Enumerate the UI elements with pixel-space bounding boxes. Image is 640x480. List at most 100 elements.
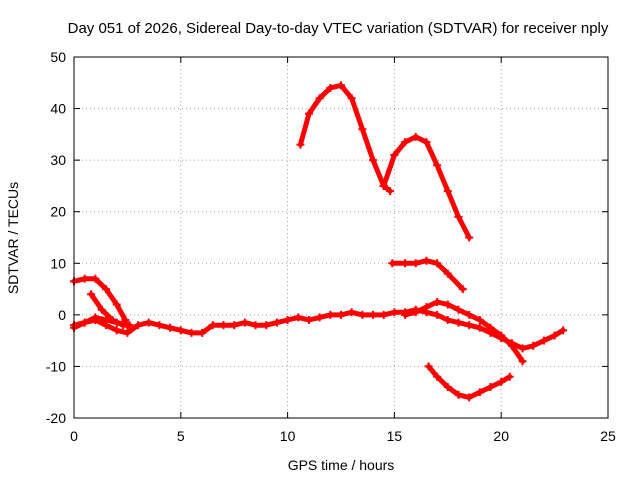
data-point [91,313,100,322]
data-point [497,331,506,340]
data-point [102,285,111,294]
data-point [304,316,313,325]
x-tick-label: 15 [387,428,403,444]
data-point [422,256,431,265]
data-point [230,321,239,330]
data-point [454,390,463,399]
data-point [433,372,442,381]
data-point [112,326,121,335]
data-point [465,321,474,330]
y-tick-label: -10 [46,358,66,374]
data-point [166,323,175,332]
data-point [262,321,271,330]
series-arc-afternoon-peak [379,132,474,242]
y-axis-label: SDTVAR / TECUs [5,182,21,294]
series-arc-baseline-main [70,305,568,353]
data-point [358,125,367,134]
data-point [454,212,463,221]
data-point [559,326,568,335]
data-point [550,331,559,340]
data-point [443,300,452,309]
data-point [507,341,516,350]
data-point [208,321,217,330]
data-point [97,305,106,314]
data-point [443,269,452,278]
data-point [294,313,303,322]
y-tick-label: 0 [58,307,66,323]
data-point [134,321,143,330]
data-point [529,341,538,350]
data-point [454,318,463,327]
data-point [123,328,132,337]
data-point [411,259,420,268]
data-point [433,297,442,306]
data-point [347,308,356,317]
data-point [518,357,527,366]
data-point [475,316,484,325]
series-arc-evening-negative [424,362,514,402]
series-arc-evening-baseline [401,297,527,366]
data-point [326,83,335,92]
data-point [80,274,89,283]
data-point [411,132,420,141]
data-point [388,259,397,268]
data-point [539,336,548,345]
data-point [315,94,324,103]
data-point [433,310,442,319]
data-point [315,313,324,322]
data-point [386,187,395,196]
data-point [390,308,399,317]
data-point [401,138,410,147]
data-point [369,310,378,319]
data-point [337,81,345,90]
grid-layer [74,57,608,418]
data-point [91,274,100,283]
series-layer [70,81,568,402]
y-tick-label: 30 [50,152,66,168]
data-point [358,310,367,319]
data-point [176,326,185,335]
y-tick-label: 50 [50,49,66,65]
data-point [155,321,164,330]
data-point [465,233,474,242]
y-tick-label: 10 [50,255,66,271]
data-point [80,318,89,327]
data-point [296,140,305,149]
data-point [424,362,433,371]
data-point [87,290,96,299]
data-point [443,383,452,392]
x-tick-label: 25 [600,428,616,444]
data-point [187,328,196,337]
data-point [304,109,313,118]
chart-title: Day 051 of 2026, Sidereal Day-to-day VTE… [68,20,609,37]
data-point [411,308,420,317]
data-point [443,316,452,325]
data-point [369,156,378,165]
data-point [240,318,249,327]
data-point [379,181,388,190]
data-point [486,323,495,332]
data-point [458,285,467,294]
data-point [144,318,153,327]
tick-layer: 0 5 10 15 20 25 -20 -10 0 10 20 30 40 50 [46,49,616,444]
data-point [326,310,335,319]
data-point [486,383,495,392]
data-point [347,94,356,103]
data-point [475,388,484,397]
data-point [379,310,388,319]
data-point [112,300,121,309]
series-arc-afternoon-mid [388,256,467,294]
data-point [475,323,484,332]
data-point [505,372,514,381]
data-point [465,310,474,319]
x-tick-label: 5 [177,428,185,444]
y-tick-label: 20 [50,204,66,220]
data-point [251,321,260,330]
x-tick-label: 0 [70,428,78,444]
y-tick-label: -20 [46,410,66,426]
data-point [454,305,463,314]
y-tick-label: 40 [50,101,66,117]
data-point [433,259,442,268]
